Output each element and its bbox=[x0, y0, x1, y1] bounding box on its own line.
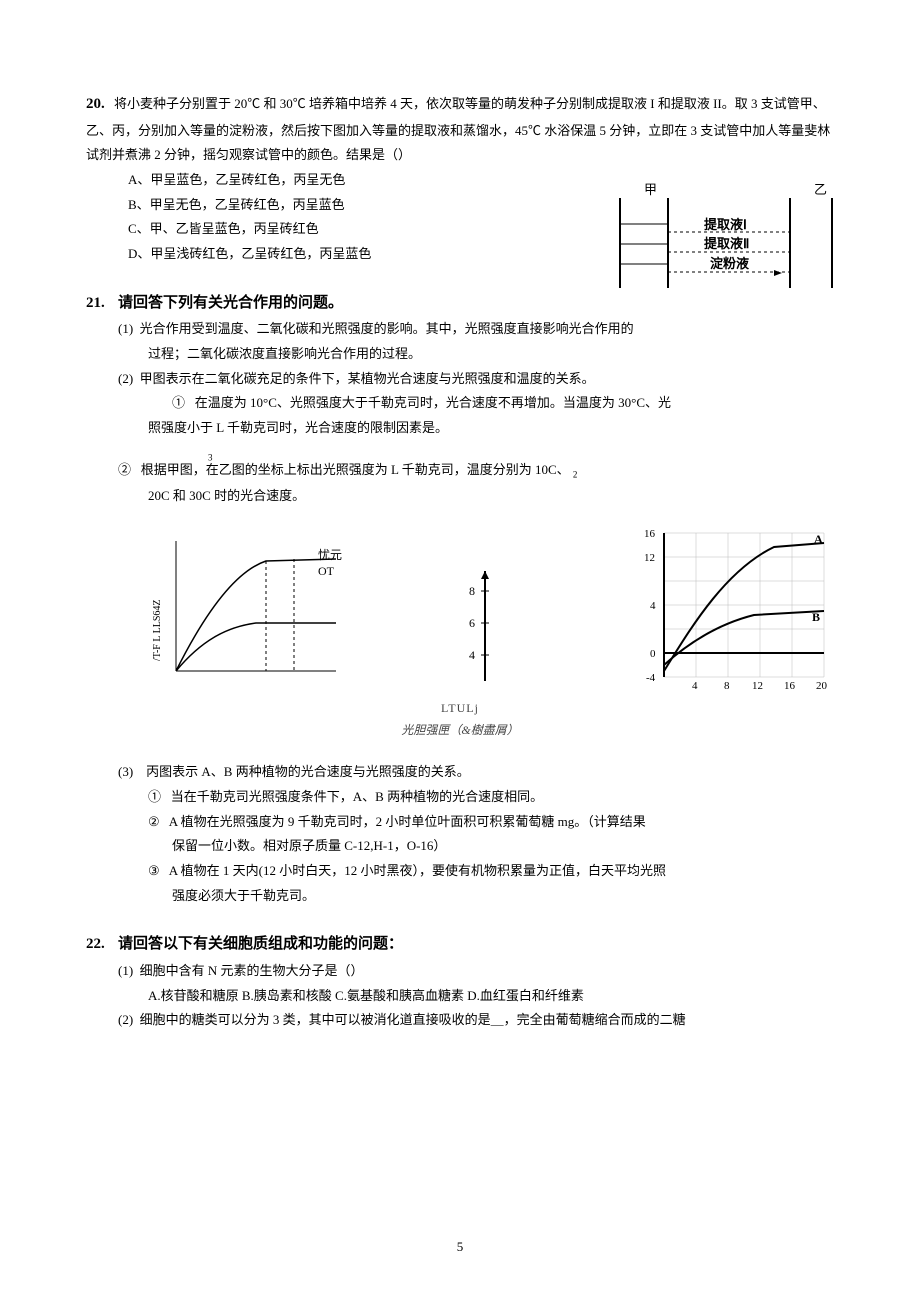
svg-text:4: 4 bbox=[650, 600, 656, 612]
svg-text:-4: -4 bbox=[646, 672, 656, 684]
q20: 20. 将小麦种子分别置于 20℃ 和 30℃ 培养箱中培养 4 天，依次取等量… bbox=[86, 90, 834, 267]
svg-text:4: 4 bbox=[469, 648, 475, 662]
page-number: 5 bbox=[0, 1235, 920, 1260]
q21-p1-t1: 光合作用受到温度、二氧化碳和光照强度的影响。其中，光照强度直接影响光合作用的 bbox=[140, 321, 634, 336]
q20-text: 将小麦种子分别置于 20℃ 和 30℃ 培养箱中培养 4 天，依次取等量的萌发种… bbox=[86, 96, 830, 162]
q20-figure-tubes: 甲 乙 提取液Ⅰ 提取液Ⅱ 淀粉液 bbox=[604, 182, 834, 292]
q21-p1-n: (1) bbox=[118, 321, 133, 336]
q21-title: 请回答下列有关光合作用的问题。 bbox=[108, 295, 343, 311]
q21-figure-row: 忧元 OT /T-F L LLS64Z 8 6 4 bbox=[146, 521, 834, 691]
q21-p3-s3b: 强度必须大于千勒克司。 bbox=[86, 884, 834, 909]
label-l1: 提取液Ⅰ bbox=[704, 217, 747, 232]
svg-text:16: 16 bbox=[644, 528, 656, 540]
label-l2: 提取液Ⅱ bbox=[704, 236, 749, 251]
q22-heading: 22. 请回答以下有关细胞质组成和功能的问题： bbox=[86, 930, 834, 959]
label-l3: 淀粉液 bbox=[710, 256, 749, 271]
chart-yi: 8 6 4 bbox=[445, 561, 535, 691]
q22-p1-opts: A.核苷酸和糖原 B.胰岛素和核酸 C.氨基酸和胰高血糖素 D.血红蛋白和纤维素 bbox=[86, 984, 834, 1009]
svg-text:16: 16 bbox=[784, 680, 796, 691]
q21-p2-t1: 甲图表示在二氧化碳充足的条件下，某植物光合速度与光照强度和温度的关系。 bbox=[140, 371, 595, 386]
q22-p2: (2) 细胞中的糖类可以分为 3 类，其中可以被消化道直接吸收的是＿，完全由葡萄… bbox=[86, 1008, 834, 1033]
svg-text:/T-F L LLS64Z: /T-F L LLS64Z bbox=[152, 599, 163, 660]
svg-text:4: 4 bbox=[692, 680, 698, 691]
chart-jia: 忧元 OT /T-F L LLS64Z bbox=[146, 531, 346, 691]
q21-p3: (3) 丙图表示 A、B 两种植物的光合速度与光照强度的关系。 bbox=[86, 760, 834, 785]
svg-text:20: 20 bbox=[816, 680, 828, 691]
q22-title: 请回答以下有关细胞质组成和功能的问题： bbox=[108, 936, 403, 952]
svg-text:忧元: 忧元 bbox=[318, 548, 342, 562]
svg-text:8: 8 bbox=[469, 584, 475, 598]
q21-p3-n: (3) bbox=[118, 764, 133, 779]
chart-bing: A B 16 12 4 0 -4 4 8 12 16 20 bbox=[634, 521, 834, 691]
q21-p2-s2b: 20C 和 30C 时的光合速度。 bbox=[86, 484, 834, 509]
q21-p2-s1a: ① 在温度为 10°C、光照强度大于千勒克司时，光合速度不再增加。当温度为 30… bbox=[86, 391, 834, 416]
q21: 21. 请回答下列有关光合作用的问题。 (1) 光合作用受到温度、二氧化碳和光照… bbox=[86, 289, 834, 909]
q22: 22. 请回答以下有关细胞质组成和功能的问题： (1) 细胞中含有 N 元素的生… bbox=[86, 930, 834, 1033]
svg-text:12: 12 bbox=[752, 680, 763, 691]
q21-heading: 21. 请回答下列有关光合作用的问题。 bbox=[86, 289, 834, 318]
label-jia: 甲 bbox=[644, 182, 657, 197]
q20-num: 20. bbox=[86, 96, 105, 112]
page: 20. 将小麦种子分别置于 20℃ 和 30℃ 培养箱中培养 4 天，依次取等量… bbox=[0, 0, 920, 1300]
q21-num: 21. bbox=[86, 295, 105, 311]
q21-p2-s2: ② 根据甲图，在乙图的坐标上标出光照强度为 L 千勒克司，温度分别为 10C、 … bbox=[86, 458, 834, 484]
q22-num: 22. bbox=[86, 936, 105, 952]
q21-p3-s3a: ③ A 植物在 1 天内(12 小时白天，12 小时黑夜），要使有机物积累量为正… bbox=[86, 859, 834, 884]
q21-p1: (1) 光合作用受到温度、二氧化碳和光照强度的影响。其中，光照强度直接影响光合作… bbox=[86, 317, 834, 342]
svg-text:0: 0 bbox=[650, 648, 656, 660]
q21-p2-s2n: ② bbox=[118, 462, 131, 477]
q21-p2: (2) 甲图表示在二氧化碳充足的条件下，某植物光合速度与光照强度和温度的关系。 bbox=[86, 367, 834, 392]
q21-p1-t2: 过程；二氧化碳浓度直接影响光合作用的过程。 bbox=[86, 342, 834, 367]
svg-text:12: 12 bbox=[644, 552, 655, 564]
q21-figure-caption: LTULj 光胆强匣（&樹盡屑） bbox=[86, 697, 834, 743]
q21-p3-s1: ① 当在千勒克司光照强度条件下，A、B 两种植物的光合速度相同。 bbox=[86, 785, 834, 810]
q21-p3-s2a: ② A 植物在光照强度为 9 千勒克司时，2 小时单位叶面积可积累葡萄糖 mg。… bbox=[86, 810, 834, 835]
q21-p3-s2b: 保留一位小数。相对原子质量 C-12,H-1，O-16） bbox=[86, 834, 834, 859]
svg-text:6: 6 bbox=[469, 616, 475, 630]
svg-text:8: 8 bbox=[724, 680, 730, 691]
q22-p1: (1) 细胞中含有 N 元素的生物大分子是（） bbox=[86, 959, 834, 984]
svg-text:A: A bbox=[814, 532, 823, 546]
svg-text:B: B bbox=[812, 610, 820, 624]
q21-p2-n: (2) bbox=[118, 371, 133, 386]
svg-text:OT: OT bbox=[318, 564, 335, 578]
q20-stem: 20. 将小麦种子分别置于 20℃ 和 30℃ 培养箱中培养 4 天，依次取等量… bbox=[86, 90, 834, 168]
label-yi: 乙 bbox=[814, 182, 827, 197]
q21-p2-s1n: ① bbox=[172, 395, 185, 410]
